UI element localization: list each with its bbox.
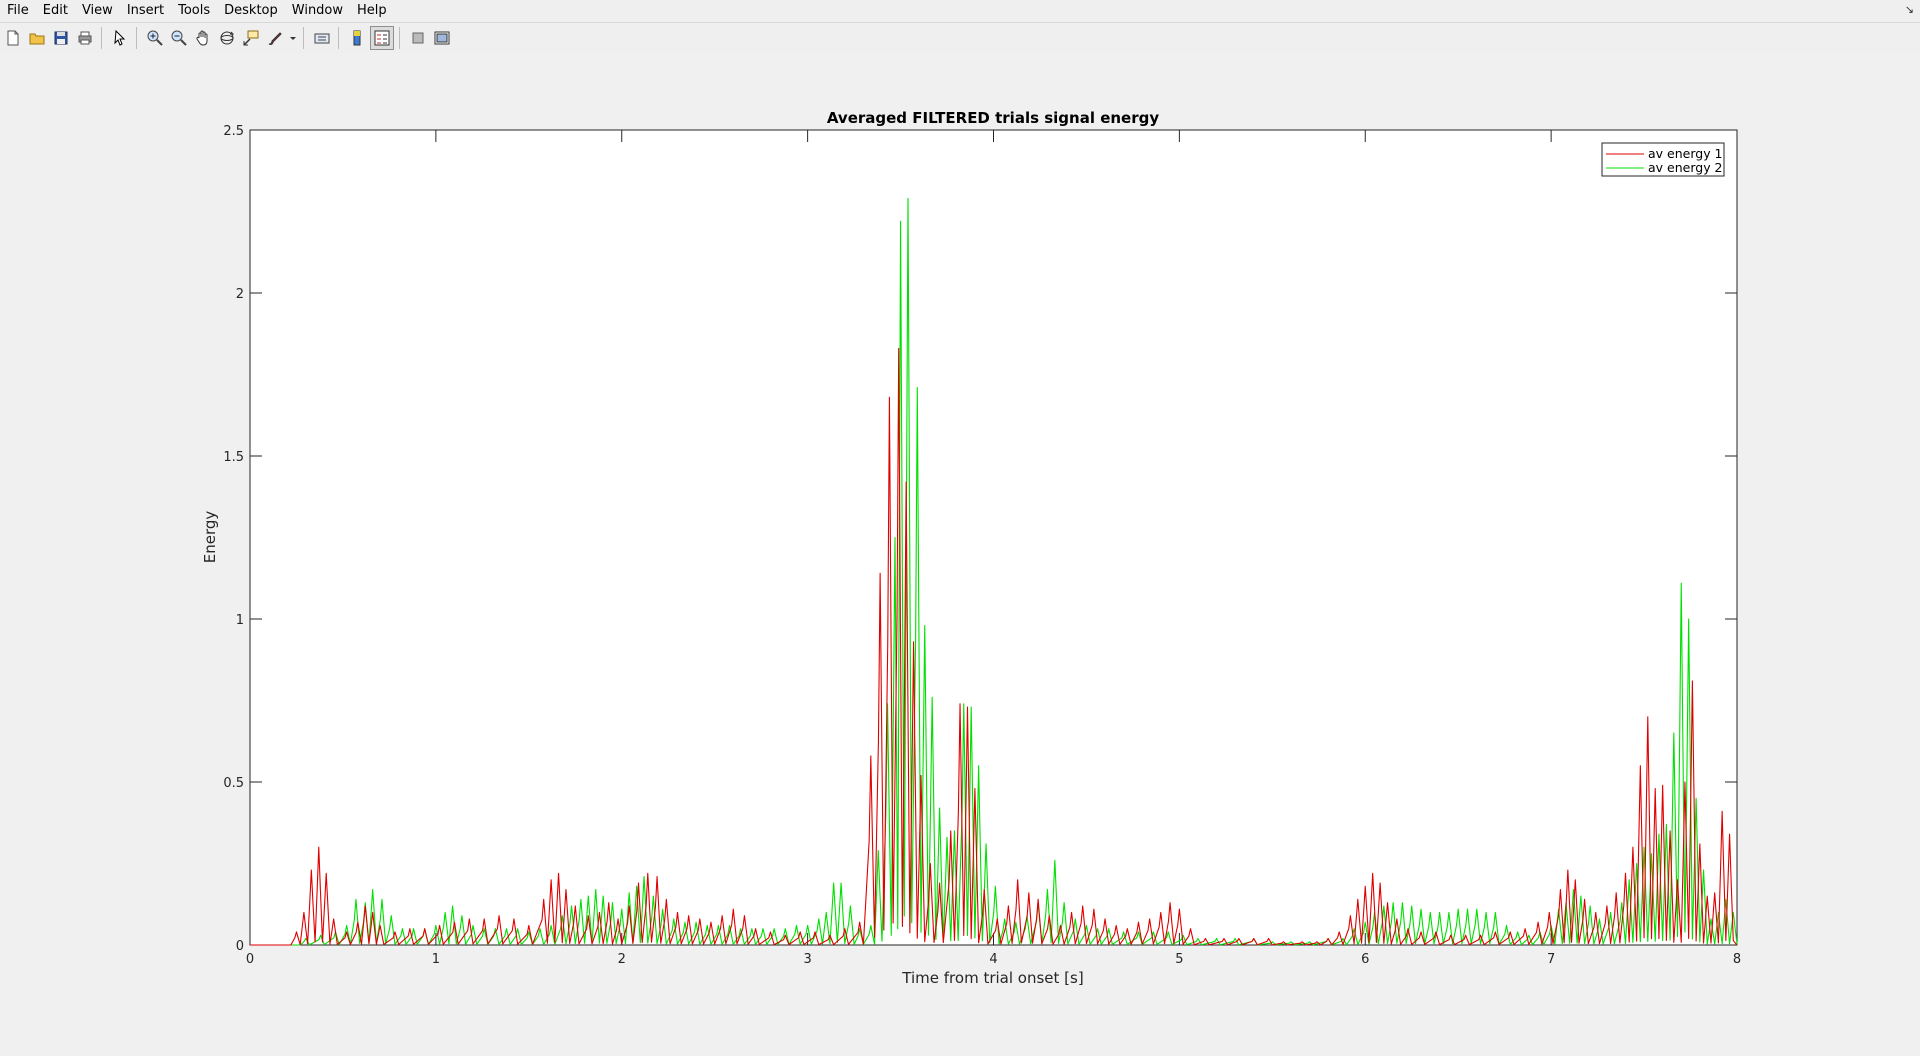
save-icon[interactable] <box>50 27 72 49</box>
menu-help[interactable]: Help <box>357 3 387 18</box>
menu-bar: File Edit View Insert Tools Desktop Wind… <box>0 0 1920 22</box>
legend[interactable]: av energy 1 av energy 2 <box>1601 142 1725 177</box>
y-tick-label: 2 <box>236 287 244 302</box>
print-icon[interactable] <box>74 27 96 49</box>
zoom-out-icon[interactable] <box>168 27 190 49</box>
series-lines <box>250 197 1738 946</box>
edit-plot-arrow-icon[interactable] <box>109 27 131 49</box>
x-tick-label: 1 <box>432 952 440 967</box>
menu-edit[interactable]: Edit <box>42 3 68 18</box>
y-tick-label: 0 <box>236 939 244 954</box>
link-plot-icon[interactable] <box>311 27 333 49</box>
open-file-icon[interactable] <box>26 27 48 49</box>
brush-icon[interactable] <box>264 27 286 49</box>
x-axis-label: Time from trial onset [s] <box>901 969 1083 987</box>
pan-hand-icon[interactable] <box>192 27 214 49</box>
hide-plot-tools-icon[interactable] <box>407 27 429 49</box>
figure-toolbar <box>0 22 1920 54</box>
data-cursor-icon[interactable] <box>240 27 262 49</box>
toolbar-separator <box>136 27 137 49</box>
brush-dropdown-icon[interactable] <box>288 27 298 49</box>
toolbar-separator <box>338 27 339 49</box>
y-tick-label: 1 <box>236 613 244 628</box>
figure-canvas: 0 1 2 3 4 5 6 7 8 0 0.5 1 1.5 2 2.5 Averaged FILTERED … <box>0 53 1920 1056</box>
x-tick-label: 2 <box>618 952 626 967</box>
new-figure-icon[interactable] <box>2 27 24 49</box>
show-plot-tools-icon[interactable] <box>431 27 453 49</box>
series-line-1[interactable] <box>250 347 1738 946</box>
y-tick-label: 0.5 <box>223 776 244 791</box>
legend-icon[interactable] <box>370 26 394 50</box>
y-axis-label: Energy <box>201 511 219 564</box>
legend-box <box>1601 142 1725 177</box>
chart-title: Averaged FILTERED trials signal energy <box>827 109 1160 127</box>
x-tick-label: 7 <box>1547 952 1555 967</box>
colorbar-icon[interactable] <box>346 27 368 49</box>
menu-window[interactable]: Window <box>291 3 344 18</box>
x-tick-label: 6 <box>1361 952 1369 967</box>
x-tick-label: 4 <box>989 952 997 967</box>
x-tick-label: 8 <box>1733 952 1741 967</box>
toolbar-separator <box>399 27 400 49</box>
rotate-3d-icon[interactable] <box>216 27 238 49</box>
menu-tools[interactable]: Tools <box>178 3 211 18</box>
x-tick-label: 3 <box>803 952 811 967</box>
zoom-in-icon[interactable] <box>144 27 166 49</box>
toolbar-separator <box>303 27 304 49</box>
y-tick-label: 1.5 <box>223 450 244 465</box>
toolbar-separator <box>101 27 102 49</box>
x-tick-label: 5 <box>1175 952 1183 967</box>
legend-label-series-2: av energy 2 <box>1648 160 1723 175</box>
y-tick-label: 2.5 <box>223 124 244 139</box>
axis-ticks: 0 1 2 3 4 5 6 7 8 0 0.5 1 1.5 2 2.5 <box>223 124 1741 967</box>
menu-view[interactable]: View <box>81 3 113 18</box>
menu-desktop[interactable]: Desktop <box>224 3 278 18</box>
menu-insert[interactable]: Insert <box>126 3 165 18</box>
x-tick-label: 0 <box>246 952 254 967</box>
undock-icon[interactable]: ↘ <box>1904 3 1914 16</box>
plot-area[interactable] <box>249 129 1738 946</box>
legend-label-series-1: av energy 1 <box>1648 146 1723 161</box>
menu-file[interactable]: File <box>7 3 29 18</box>
chart[interactable]: 0 1 2 3 4 5 6 7 8 0 0.5 1 1.5 2 2.5 Averaged FILTERED … <box>0 53 1920 1056</box>
